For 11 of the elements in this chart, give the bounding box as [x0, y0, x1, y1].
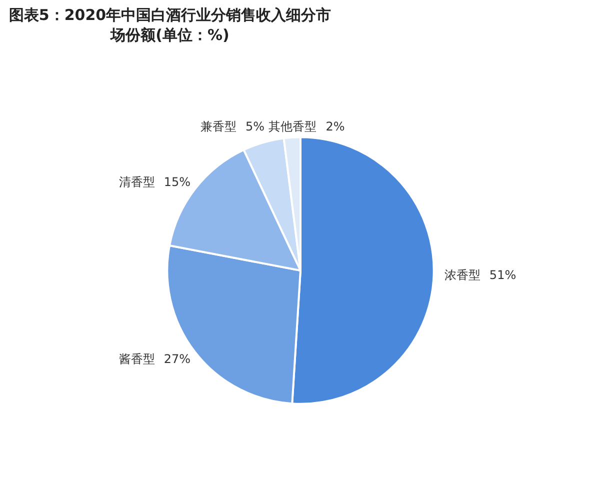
data-label: 5%	[246, 120, 265, 134]
slice-label: 清香型	[118, 175, 155, 190]
slice-label: 其他香型	[268, 120, 317, 134]
slice-label: 兼香型	[200, 120, 236, 134]
data-label: 15%	[164, 175, 191, 190]
chart-title: 图表5：2020年中国白酒行业分销售收入细分市场份额(单位：%)	[8, 5, 332, 46]
data-label: 51%	[489, 268, 516, 282]
slice-label: 酱香型	[118, 352, 155, 366]
slice-label: 浓香型	[444, 268, 480, 282]
data-label: 2%	[326, 120, 345, 134]
data-label: 27%	[164, 352, 191, 366]
